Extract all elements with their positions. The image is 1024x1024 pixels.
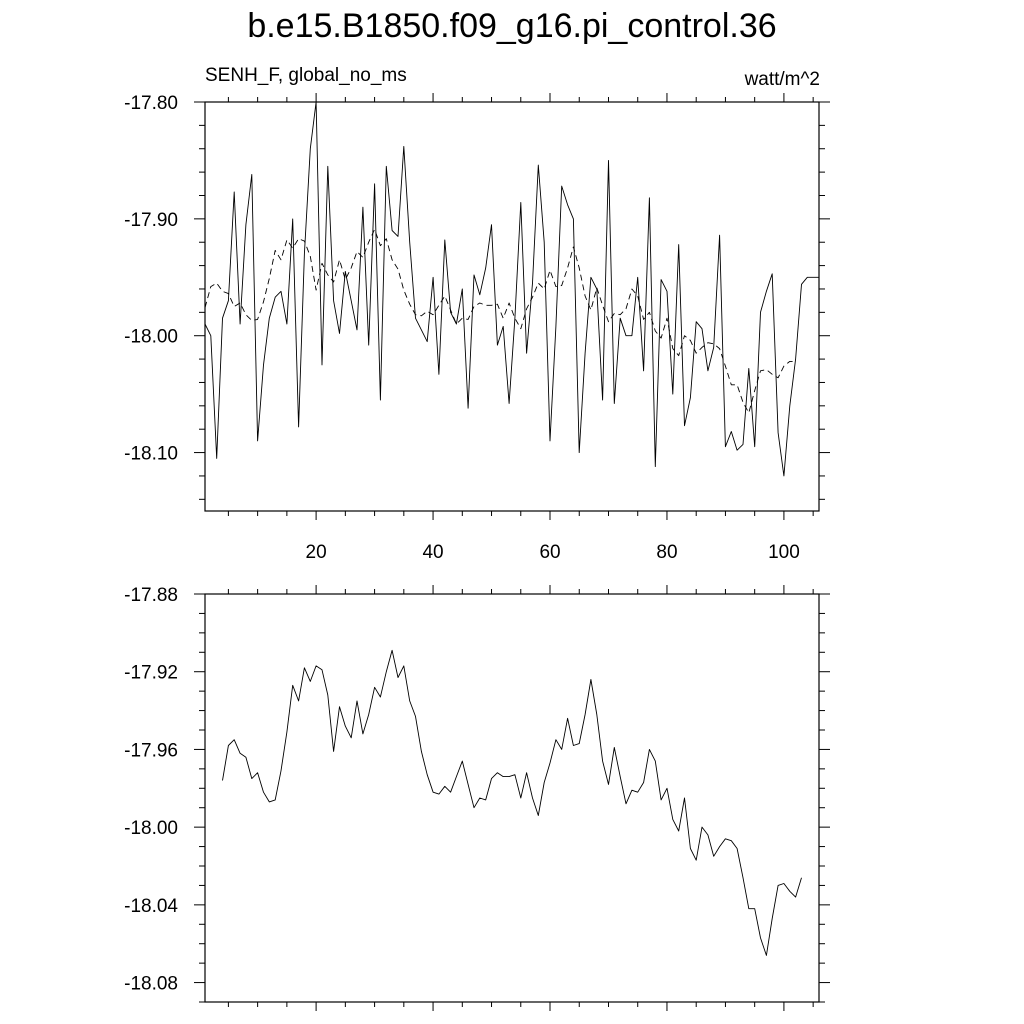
top-panel: 20 40 60 80 100 -18.10 -18.00 -17.90 -17.80 (124, 93, 830, 563)
y-tick-label: -18.04 (124, 896, 178, 917)
bottom-panel: -18.08 -18.04 -18.00 -17.96 -17.92 -17.88 (124, 585, 830, 1011)
chart-title: b.e15.B1850.f09_g16.pi_control.36 (247, 7, 777, 45)
y-tick-label: -17.88 (124, 585, 178, 606)
y-tick-label: -17.96 (124, 740, 178, 761)
x-tick-label: 100 (768, 542, 800, 563)
y-tick-label: -17.80 (124, 93, 178, 114)
y-tick-label: -18.10 (124, 444, 178, 465)
x-tick-label: 40 (422, 542, 443, 563)
y-tick-label: -17.92 (124, 663, 178, 684)
x-tick-label: 20 (306, 542, 327, 563)
series-line (204, 101, 819, 477)
series-line (222, 649, 802, 956)
variable-subtitle: SENH_F, global_no_ms (205, 65, 407, 86)
y-tick-label: -18.00 (124, 327, 178, 348)
plot-frame (204, 593, 820, 1003)
y-tick-label: -18.08 (124, 974, 178, 995)
y-tick-label: -18.00 (124, 818, 178, 839)
running-mean-line (204, 228, 796, 414)
x-tick-label: 80 (656, 542, 677, 563)
y-tick-label: -17.90 (124, 210, 178, 231)
x-tick-label: 60 (539, 542, 560, 563)
plot-frame (204, 101, 820, 512)
units-subtitle: watt/m^2 (744, 69, 820, 90)
